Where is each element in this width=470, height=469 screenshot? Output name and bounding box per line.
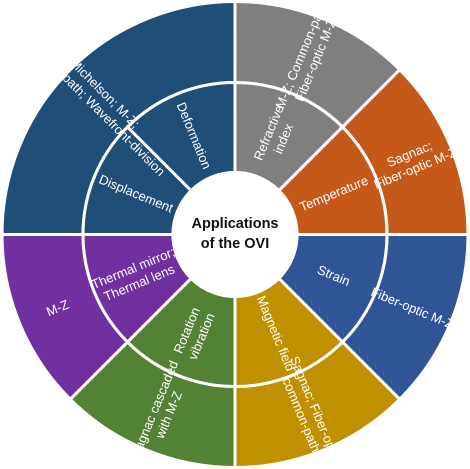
hub-circle bbox=[171, 171, 299, 298]
hub-title-line1: Applications bbox=[191, 216, 278, 232]
hub-title-line2: of the OVI bbox=[201, 236, 269, 252]
